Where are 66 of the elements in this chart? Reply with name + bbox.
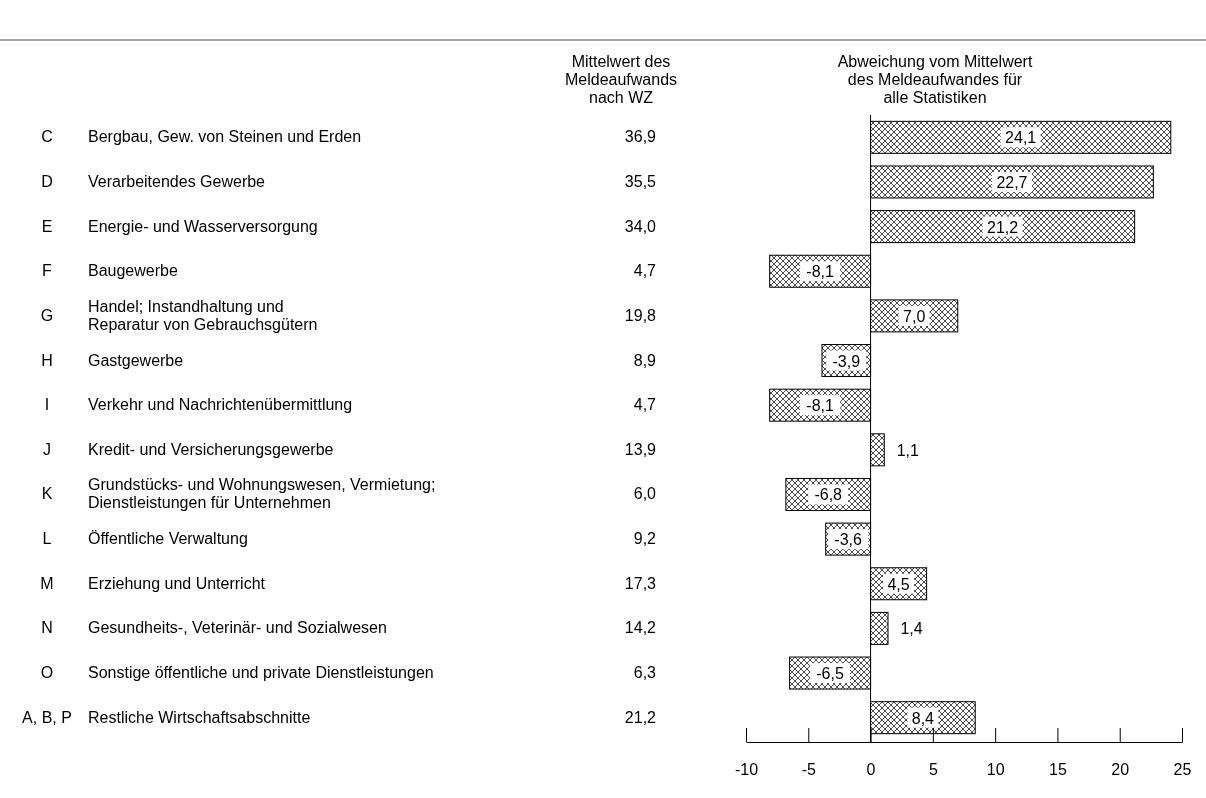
category-label: H xyxy=(41,351,53,369)
data-label: 34,0 xyxy=(624,217,657,235)
data-label: 6,0 xyxy=(633,485,657,503)
category-label: Handel; Instandhaltung und Reparatur von Gebrauchsgütern xyxy=(88,297,318,333)
data-label: -3,6 xyxy=(834,531,863,549)
category-label: F xyxy=(42,262,52,280)
x-tick-label: 10 xyxy=(986,761,1005,779)
category-label: Restliche Wirtschaftsabschnitte xyxy=(88,708,311,726)
data-label: 21,2 xyxy=(624,708,657,726)
category-label: Öffentliche Verwaltung xyxy=(88,530,248,548)
x-tick-label: 20 xyxy=(1111,761,1130,779)
text: Mittelwert des Meldeaufwands nach WZ xyxy=(564,53,678,106)
category-label: C xyxy=(41,128,53,146)
category-label: K xyxy=(41,485,53,503)
category-label: O xyxy=(40,664,54,682)
data-label: 35,5 xyxy=(624,172,657,190)
x-tick-label: -5 xyxy=(801,761,816,779)
data-label: 21,2 xyxy=(987,218,1019,236)
category-label: Erziehung und Unterricht xyxy=(88,574,266,592)
x-tick-label: 25 xyxy=(1173,761,1192,779)
data-label: 17,3 xyxy=(624,574,657,592)
category-label: I xyxy=(44,396,50,414)
category-label: N xyxy=(41,619,53,637)
data-label: -8,1 xyxy=(806,397,834,415)
data-label: 14,2 xyxy=(624,619,657,637)
data-label: 7,0 xyxy=(903,307,926,325)
category-label: Gesundheits-, Veterinär- und Sozialwesen xyxy=(88,619,387,637)
data-label: -3,9 xyxy=(832,352,861,370)
category-label: A, B, P xyxy=(22,708,72,726)
data-label: 1,4 xyxy=(900,620,923,638)
category-label: Bergbau, Gew. von Steinen und Erden xyxy=(88,128,362,146)
data-label: 24,1 xyxy=(1005,129,1037,147)
category-label: Verarbeitendes Gewerbe xyxy=(88,172,266,190)
category-label: Verkehr und Nachrichtenübermittlung xyxy=(88,396,353,414)
data-label: 13,9 xyxy=(624,440,657,458)
x-tick-label: 5 xyxy=(928,761,938,779)
category-label: Gastgewerbe xyxy=(88,351,184,369)
data-label: 8,9 xyxy=(633,351,657,369)
category-label: Grundstücks- und Wohnungswesen, Vermietung; Dienstleistungen für Unternehmen xyxy=(88,476,436,512)
category-label: J xyxy=(43,440,51,458)
data-label: -8,1 xyxy=(806,263,834,281)
category-label: Sonstige öffentliche und private Dienstleistungen xyxy=(88,664,434,682)
category-label: Kredit- und Versicherungsgewerbe xyxy=(88,440,334,458)
category-label: M xyxy=(40,574,54,592)
data-label: 4,5 xyxy=(887,575,910,593)
data-label: 8,4 xyxy=(911,709,935,727)
data-label: 36,9 xyxy=(624,128,657,146)
data-label: -6,8 xyxy=(814,486,843,504)
data-label: -6,5 xyxy=(816,665,844,683)
category-label: L xyxy=(42,530,52,548)
category-label: Baugewerbe xyxy=(88,262,178,280)
data-label: 4,7 xyxy=(633,396,657,414)
data-label: 1,1 xyxy=(896,441,919,459)
chart-title: Abweichung vom Mittelwert des Meldeaufwandes für alle Statistiken xyxy=(837,53,1033,106)
data-label: 19,8 xyxy=(624,306,657,324)
category-label: Energie- und Wasserversorgung xyxy=(88,217,318,235)
x-tick-label: -10 xyxy=(734,761,759,779)
x-tick-label: 0 xyxy=(866,761,876,779)
data-label: 4,7 xyxy=(633,262,657,280)
x-tick-label: 15 xyxy=(1049,761,1067,779)
category-label: E xyxy=(41,217,53,235)
category-label: D xyxy=(41,172,53,190)
data-label: 6,3 xyxy=(633,664,657,682)
category-label: G xyxy=(40,306,54,324)
data-label: 22,7 xyxy=(996,173,1028,191)
data-label: 9,2 xyxy=(633,530,657,548)
